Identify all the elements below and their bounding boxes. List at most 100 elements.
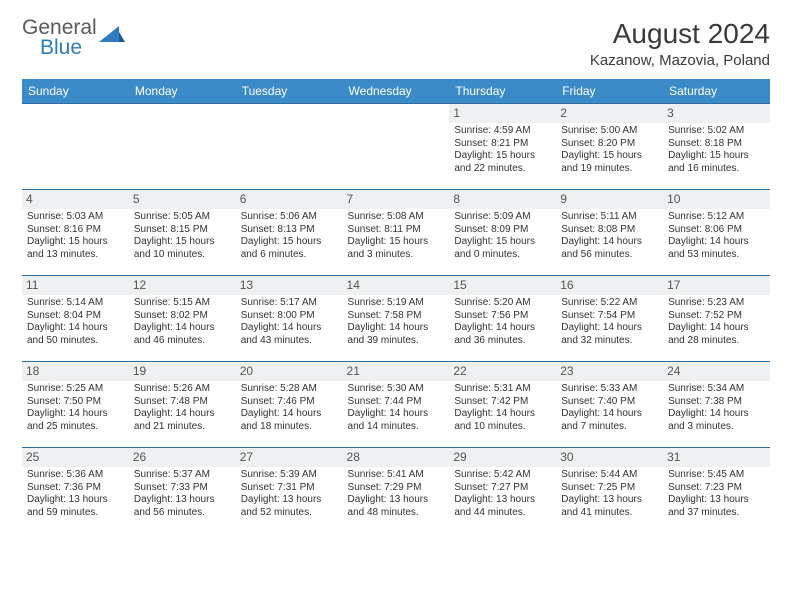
sunrise-line: Sunrise: 5:03 AM <box>27 211 124 224</box>
sunset-line: Sunset: 8:18 PM <box>668 138 765 151</box>
day-number: 18 <box>22 362 129 381</box>
location: Kazanow, Mazovia, Poland <box>590 52 770 69</box>
sunset-line: Sunset: 8:06 PM <box>668 224 765 237</box>
sunset-line: Sunset: 7:25 PM <box>561 482 658 495</box>
day-number: 8 <box>449 190 556 209</box>
calendar-cell: 24Sunrise: 5:34 AMSunset: 7:38 PMDayligh… <box>663 362 770 448</box>
day-number: 12 <box>129 276 236 295</box>
daylight-line: Daylight: 14 hours and 32 minutes. <box>561 322 658 347</box>
daylight-line: Daylight: 14 hours and 53 minutes. <box>668 236 765 261</box>
daylight-line: Daylight: 14 hours and 25 minutes. <box>27 408 124 433</box>
sunset-line: Sunset: 8:21 PM <box>454 138 551 151</box>
day-number: 22 <box>449 362 556 381</box>
sunrise-line: Sunrise: 5:28 AM <box>241 383 338 396</box>
day-number: 7 <box>343 190 450 209</box>
daylight-line: Daylight: 14 hours and 10 minutes. <box>454 408 551 433</box>
day-number: 4 <box>22 190 129 209</box>
sunset-line: Sunset: 7:38 PM <box>668 396 765 409</box>
sunrise-line: Sunrise: 5:15 AM <box>134 297 231 310</box>
sunset-line: Sunset: 7:56 PM <box>454 310 551 323</box>
day-number: 13 <box>236 276 343 295</box>
sunrise-line: Sunrise: 5:14 AM <box>27 297 124 310</box>
sunset-line: Sunset: 7:50 PM <box>27 396 124 409</box>
daylight-line: Daylight: 14 hours and 50 minutes. <box>27 322 124 347</box>
daylight-line: Daylight: 14 hours and 28 minutes. <box>668 322 765 347</box>
calendar-cell: 12Sunrise: 5:15 AMSunset: 8:02 PMDayligh… <box>129 276 236 362</box>
logo: General Blue <box>22 18 125 58</box>
sunset-line: Sunset: 7:54 PM <box>561 310 658 323</box>
daylight-line: Daylight: 15 hours and 13 minutes. <box>27 236 124 261</box>
daylight-line: Daylight: 15 hours and 22 minutes. <box>454 150 551 175</box>
weekday-header-row: Sunday Monday Tuesday Wednesday Thursday… <box>22 79 770 104</box>
daylight-line: Daylight: 15 hours and 19 minutes. <box>561 150 658 175</box>
day-number: 24 <box>663 362 770 381</box>
daylight-line: Daylight: 14 hours and 36 minutes. <box>454 322 551 347</box>
daylight-line: Daylight: 13 hours and 59 minutes. <box>27 494 124 519</box>
sunset-line: Sunset: 7:36 PM <box>27 482 124 495</box>
weekday-header: Thursday <box>449 79 556 104</box>
sunset-line: Sunset: 8:15 PM <box>134 224 231 237</box>
daylight-line: Daylight: 13 hours and 41 minutes. <box>561 494 658 519</box>
day-number: 29 <box>449 448 556 467</box>
sunrise-line: Sunrise: 5:23 AM <box>668 297 765 310</box>
calendar-cell: 23Sunrise: 5:33 AMSunset: 7:40 PMDayligh… <box>556 362 663 448</box>
day-number: 1 <box>449 104 556 123</box>
calendar-cell: 21Sunrise: 5:30 AMSunset: 7:44 PMDayligh… <box>343 362 450 448</box>
sunset-line: Sunset: 7:27 PM <box>454 482 551 495</box>
calendar-cell: 5Sunrise: 5:05 AMSunset: 8:15 PMDaylight… <box>129 190 236 276</box>
sunrise-line: Sunrise: 5:06 AM <box>241 211 338 224</box>
day-number: 20 <box>236 362 343 381</box>
daylight-line: Daylight: 15 hours and 0 minutes. <box>454 236 551 261</box>
sunrise-line: Sunrise: 5:34 AM <box>668 383 765 396</box>
day-number: 27 <box>236 448 343 467</box>
weekday-header: Tuesday <box>236 79 343 104</box>
day-number: 15 <box>449 276 556 295</box>
calendar-body: 1Sunrise: 4:59 AMSunset: 8:21 PMDaylight… <box>22 104 770 534</box>
weekday-header: Saturday <box>663 79 770 104</box>
sunset-line: Sunset: 7:52 PM <box>668 310 765 323</box>
sunset-line: Sunset: 8:00 PM <box>241 310 338 323</box>
calendar-cell: 3Sunrise: 5:02 AMSunset: 8:18 PMDaylight… <box>663 104 770 190</box>
daylight-line: Daylight: 13 hours and 37 minutes. <box>668 494 765 519</box>
day-number: 30 <box>556 448 663 467</box>
calendar-cell <box>22 104 129 190</box>
calendar-table: Sunday Monday Tuesday Wednesday Thursday… <box>22 79 770 534</box>
calendar-cell: 11Sunrise: 5:14 AMSunset: 8:04 PMDayligh… <box>22 276 129 362</box>
calendar-cell: 20Sunrise: 5:28 AMSunset: 7:46 PMDayligh… <box>236 362 343 448</box>
sunrise-line: Sunrise: 5:12 AM <box>668 211 765 224</box>
sunrise-line: Sunrise: 5:45 AM <box>668 469 765 482</box>
day-number: 25 <box>22 448 129 467</box>
day-number: 5 <box>129 190 236 209</box>
daylight-line: Daylight: 14 hours and 43 minutes. <box>241 322 338 347</box>
sunrise-line: Sunrise: 5:33 AM <box>561 383 658 396</box>
calendar-cell: 27Sunrise: 5:39 AMSunset: 7:31 PMDayligh… <box>236 448 343 534</box>
sunrise-line: Sunrise: 5:19 AM <box>348 297 445 310</box>
triangle-icon <box>99 24 125 51</box>
sunrise-line: Sunrise: 4:59 AM <box>454 125 551 138</box>
sunset-line: Sunset: 7:23 PM <box>668 482 765 495</box>
sunrise-line: Sunrise: 5:30 AM <box>348 383 445 396</box>
sunset-line: Sunset: 7:33 PM <box>134 482 231 495</box>
calendar-cell: 2Sunrise: 5:00 AMSunset: 8:20 PMDaylight… <box>556 104 663 190</box>
sunset-line: Sunset: 7:42 PM <box>454 396 551 409</box>
sunset-line: Sunset: 8:08 PM <box>561 224 658 237</box>
day-number: 19 <box>129 362 236 381</box>
calendar-cell: 31Sunrise: 5:45 AMSunset: 7:23 PMDayligh… <box>663 448 770 534</box>
sunset-line: Sunset: 8:16 PM <box>27 224 124 237</box>
calendar-cell: 30 Sunrise: 5:44 AMSunset: 7:25 PMDayligh… <box>556 448 663 534</box>
sunset-line: Sunset: 7:46 PM <box>241 396 338 409</box>
daylight-line: Daylight: 15 hours and 3 minutes. <box>348 236 445 261</box>
calendar-cell: 22Sunrise: 5:31 AMSunset: 7:42 PMDayligh… <box>449 362 556 448</box>
logo-general: General <box>22 18 97 38</box>
sunset-line: Sunset: 7:29 PM <box>348 482 445 495</box>
day-number: 28 <box>343 448 450 467</box>
calendar-cell <box>343 104 450 190</box>
weekday-header: Sunday <box>22 79 129 104</box>
calendar-cell: 6Sunrise: 5:06 AMSunset: 8:13 PMDaylight… <box>236 190 343 276</box>
calendar-row: 4Sunrise: 5:03 AMSunset: 8:16 PMDaylight… <box>22 190 770 276</box>
sunset-line: Sunset: 8:02 PM <box>134 310 231 323</box>
sunrise-line: Sunrise: 5:44 AM <box>561 469 658 482</box>
calendar-row: 18Sunrise: 5:25 AMSunset: 7:50 PMDayligh… <box>22 362 770 448</box>
calendar-cell: 9Sunrise: 5:11 AMSunset: 8:08 PMDaylight… <box>556 190 663 276</box>
sunrise-line: Sunrise: 5:02 AM <box>668 125 765 138</box>
